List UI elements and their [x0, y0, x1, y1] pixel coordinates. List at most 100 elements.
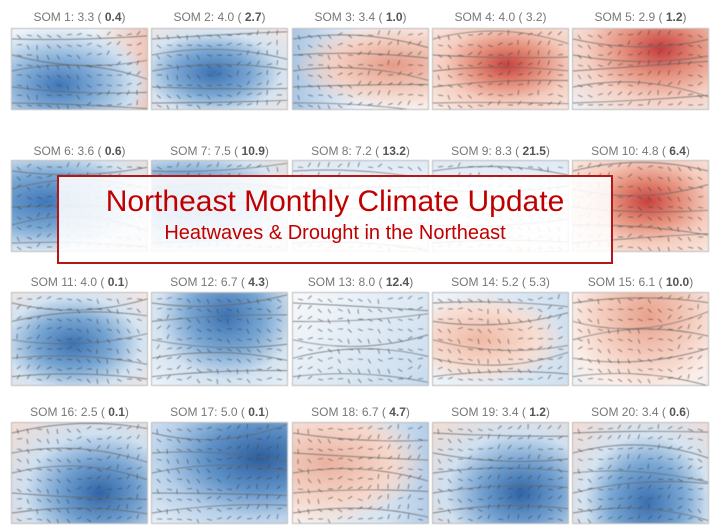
wind-arrow	[517, 328, 523, 331]
wind-arrow	[196, 104, 201, 109]
som-mean: 3.4	[358, 10, 376, 24]
wind-arrow	[367, 103, 373, 106]
wind-arrow	[216, 318, 222, 322]
wind-arrow	[477, 338, 480, 344]
wind-arrow	[667, 508, 673, 511]
wind-arrow	[497, 72, 503, 76]
wind-arrow	[337, 467, 343, 470]
wind-arrow	[487, 93, 493, 96]
wind-arrow	[317, 308, 322, 313]
wind-arrow	[587, 338, 590, 344]
wind-arrow	[116, 298, 120, 304]
wind-arrow	[537, 314, 542, 320]
wind-arrow	[317, 328, 323, 332]
contour-line	[152, 86, 287, 90]
wind-arrow	[256, 338, 260, 344]
wind-arrow	[407, 514, 410, 520]
wind-arrow	[136, 358, 142, 363]
wind-arrow	[176, 448, 182, 452]
wind-arrow	[557, 326, 563, 330]
wind-arrow	[36, 203, 42, 208]
wind-arrow	[156, 458, 162, 461]
wind-arrow	[246, 485, 251, 490]
wind-arrow	[276, 338, 283, 340]
contour-line	[433, 54, 568, 59]
wind-arrow	[417, 314, 421, 320]
wind-arrow	[617, 468, 623, 471]
wind-arrow	[26, 324, 30, 330]
wind-arrow	[236, 70, 239, 76]
wind-arrow	[357, 506, 363, 510]
wind-arrow	[307, 337, 313, 340]
wind-arrow	[86, 448, 92, 453]
wind-arrow	[657, 236, 664, 238]
wind-arrow	[276, 348, 282, 352]
wind-arrow	[317, 488, 323, 493]
wind-arrow	[196, 468, 200, 474]
wind-arrow	[246, 298, 251, 303]
wind-arrow	[16, 216, 22, 220]
wind-arrow	[76, 498, 83, 500]
wind-arrow	[407, 72, 413, 76]
wind-arrow	[337, 476, 343, 480]
contour-line	[293, 468, 428, 482]
wind-arrow	[507, 42, 513, 46]
wind-arrow	[276, 436, 282, 440]
wind-arrow	[246, 33, 252, 36]
wind-arrow	[36, 324, 41, 330]
wind-arrow	[677, 375, 682, 380]
wind-arrow	[136, 166, 142, 169]
wind-arrow	[36, 347, 42, 350]
wind-arrow	[357, 91, 363, 96]
wind-arrow	[497, 484, 500, 490]
wind-arrow	[457, 358, 464, 360]
wind-arrow	[307, 366, 313, 370]
wind-arrow	[206, 308, 212, 313]
wind-arrow	[647, 497, 653, 500]
wind-arrow	[687, 428, 693, 432]
wind-arrow	[647, 246, 652, 251]
wind-arrow	[186, 346, 192, 350]
wind-arrow	[697, 518, 703, 522]
wind-arrow	[16, 374, 20, 380]
wind-arrow	[216, 358, 222, 362]
wind-arrow	[527, 475, 532, 480]
som-frequency: 21.5	[522, 144, 546, 158]
wind-arrow	[166, 347, 172, 350]
wind-arrow	[136, 368, 142, 371]
wind-arrow	[547, 508, 553, 512]
wind-arrow	[276, 100, 281, 106]
wind-arrow	[317, 458, 324, 460]
wind-arrow	[507, 29, 509, 36]
wind-arrow	[447, 448, 454, 450]
wind-arrow	[347, 318, 350, 324]
wind-arrow	[176, 34, 181, 39]
wind-arrow	[637, 41, 643, 46]
som-frequency: 4.3	[248, 275, 265, 289]
contour-line	[293, 52, 428, 59]
wind-arrow	[387, 378, 393, 382]
wind-arrow	[547, 50, 551, 56]
wind-arrow	[637, 246, 643, 251]
wind-arrow	[617, 225, 623, 228]
wind-arrow	[76, 516, 82, 520]
wind-arrow	[667, 426, 673, 430]
wind-arrow	[327, 104, 331, 109]
wind-arrow	[226, 446, 232, 450]
wind-arrow	[76, 478, 83, 480]
wind-arrow	[677, 80, 681, 86]
wind-arrow	[76, 94, 80, 100]
wind-arrow	[206, 468, 211, 474]
wind-arrow	[337, 438, 343, 441]
contour-line	[573, 430, 708, 434]
wind-arrow	[447, 368, 452, 373]
wind-arrow	[447, 104, 451, 109]
wind-arrow	[387, 455, 393, 460]
wind-arrow	[647, 30, 650, 36]
wind-arrow	[347, 348, 353, 351]
som-mean: 6.7	[220, 275, 238, 289]
wind-arrow	[156, 34, 160, 40]
wind-arrow	[347, 44, 353, 48]
wind-arrow	[186, 74, 191, 79]
wind-arrow	[317, 74, 323, 79]
